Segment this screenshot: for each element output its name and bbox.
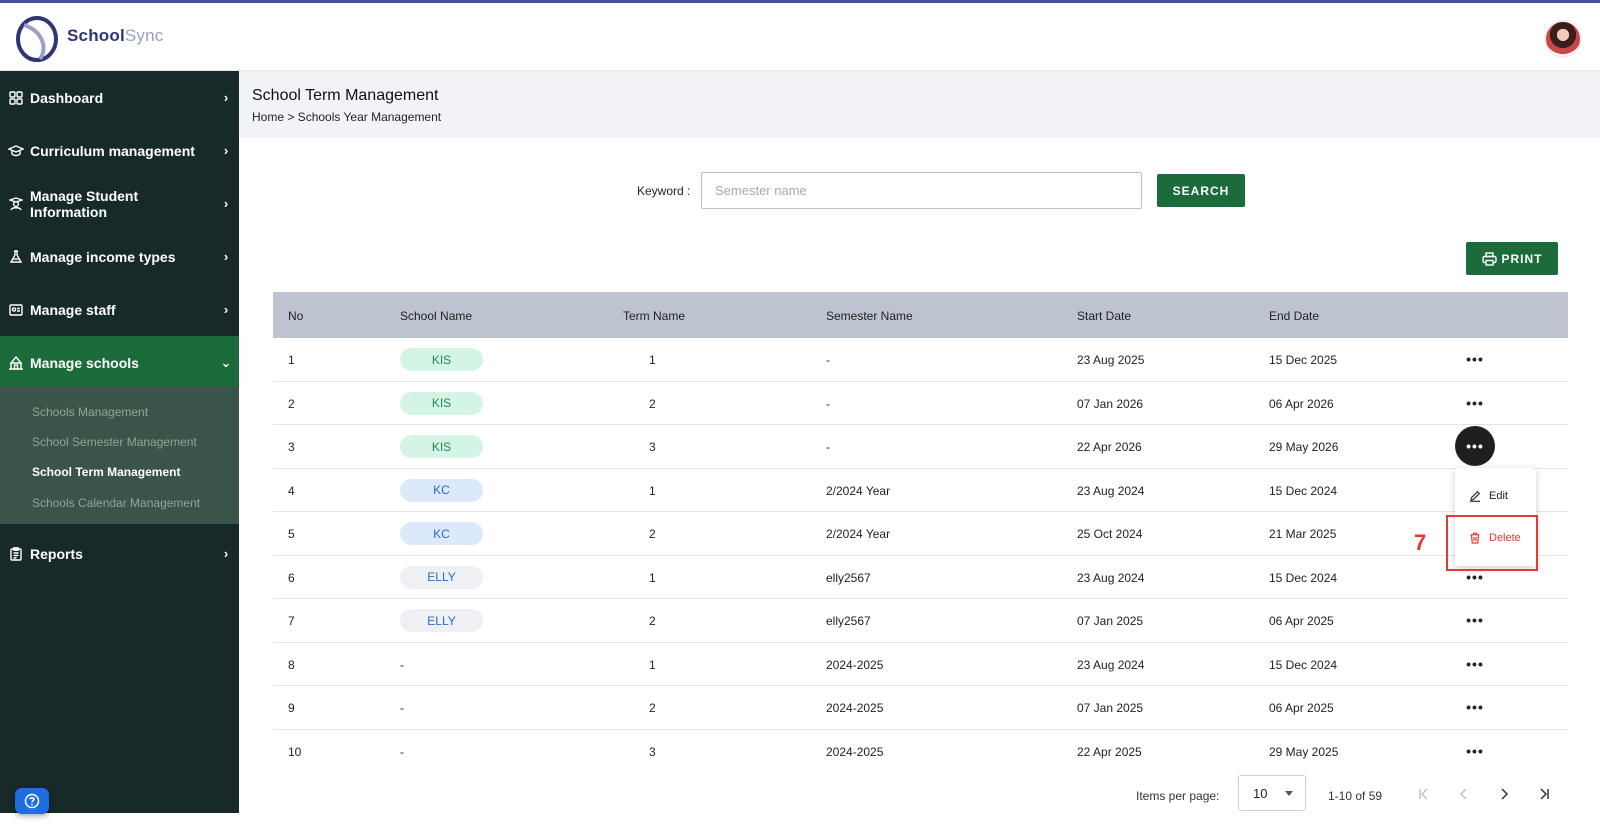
chevron-right-icon — [1501, 788, 1509, 800]
user-avatar[interactable] — [1544, 20, 1582, 58]
print-button[interactable]: PRINT — [1466, 242, 1558, 275]
student-icon — [0, 196, 30, 211]
semester-name-search-input[interactable] — [701, 172, 1142, 209]
sidebar: Dashboard › Curriculum management › Mana… — [0, 71, 239, 813]
column-header-no: No — [288, 309, 304, 323]
edit-menu-item[interactable]: Edit — [1455, 476, 1536, 516]
table-row: 6 ELLY 1 elly2567 23 Aug 2024 15 Dec 202… — [273, 556, 1568, 599]
sidebar-item-staff[interactable]: Manage staff › — [0, 283, 239, 336]
caret-down-icon — [1285, 791, 1293, 796]
school-badge: KIS — [400, 348, 483, 371]
term-table: No School Name Term Name Semester Name S… — [273, 292, 1568, 773]
id-card-icon — [0, 303, 30, 317]
sidebar-item-student-information[interactable]: Manage Student Information › — [0, 177, 239, 230]
table-row: 3 KIS 3 - 22 Apr 2026 29 May 2026 ••• — [273, 425, 1568, 469]
question-icon — [24, 793, 40, 809]
sidebar-item-curriculum[interactable]: Curriculum management › — [0, 124, 239, 177]
chevron-right-icon: › — [223, 249, 229, 264]
school-badge: KIS — [400, 435, 483, 458]
table-row: 9 - 2 2024-2025 07 Jan 2025 06 Apr 2025 … — [273, 686, 1568, 730]
column-header-semester-name: Semester Name — [826, 309, 913, 323]
chevron-left-icon — [1459, 788, 1467, 800]
chevron-right-icon: › — [223, 196, 229, 211]
table-row: 2 KIS 2 - 07 Jan 2026 06 Apr 2026 ••• — [273, 382, 1568, 425]
table-row: 4 KC 1 2/2024 Year 23 Aug 2024 15 Dec 20… — [273, 469, 1568, 512]
printer-icon — [1481, 251, 1497, 266]
table-row: 8 - 1 2024-2025 23 Aug 2024 15 Dec 2024 … — [273, 643, 1568, 686]
sidebar-item-manage-schools[interactable]: Manage schools ⌄ — [0, 336, 239, 389]
pagination-range: 1-10 of 59 — [1328, 789, 1383, 803]
school-badge: KC — [400, 522, 483, 545]
schoolsync-logo-icon — [16, 16, 58, 62]
first-page-icon — [1419, 788, 1428, 800]
column-header-end-date: End Date — [1269, 309, 1320, 323]
delete-menu-item[interactable]: Delete — [1455, 518, 1536, 558]
last-page-button[interactable] — [1534, 784, 1554, 804]
flask-icon — [0, 249, 30, 264]
search-button[interactable]: SEARCH — [1157, 174, 1245, 207]
row-actions-button[interactable]: ••• — [1466, 394, 1484, 411]
items-per-page-select[interactable]: 10 — [1238, 775, 1306, 811]
graduation-cap-icon — [0, 144, 30, 158]
brand-name: SchoolSync — [67, 26, 164, 45]
table-row: 5 KC 2 2/2024 Year 25 Oct 2024 21 Mar 20… — [273, 512, 1568, 556]
keyword-label: Keyword : — [637, 184, 691, 198]
school-badge: KIS — [400, 391, 483, 415]
table-row: 7 ELLY 2 elly2567 07 Jan 2025 06 Apr 202… — [273, 599, 1568, 643]
page-header: School Term Management Home > Schools Ye… — [239, 71, 1600, 138]
school-badge: KC — [400, 478, 483, 502]
row-actions-button[interactable]: ••• — [1466, 568, 1484, 585]
column-header-term-name: Term Name — [623, 309, 686, 323]
manage-schools-submenu: Schools Management School Semester Manag… — [0, 386, 239, 524]
table-header: No School Name Term Name Semester Name S… — [273, 292, 1568, 338]
trash-icon — [1470, 532, 1480, 544]
submenu-school-term-management[interactable]: School Term Management — [32, 465, 181, 479]
step-number-annotation: 7 — [1414, 530, 1427, 555]
table-row: 1 KIS 1 - 23 Aug 2025 15 Dec 2025 ••• — [273, 338, 1568, 382]
sidebar-item-income-types[interactable]: Manage income types › — [0, 230, 239, 283]
top-accent-bar — [0, 0, 1600, 3]
school-badge: ELLY — [400, 565, 483, 589]
chevron-right-icon: › — [223, 90, 229, 105]
school-badge: ELLY — [400, 609, 483, 632]
row-actions-button-active[interactable]: ••• — [1455, 426, 1495, 466]
clipboard-icon — [0, 546, 30, 561]
chevron-down-icon: ⌄ — [220, 354, 232, 370]
column-header-school-name: School Name — [400, 309, 473, 323]
submenu-school-semester-management[interactable]: School Semester Management — [32, 435, 197, 449]
row-actions-button[interactable]: ••• — [1466, 742, 1484, 759]
chevron-right-icon: › — [223, 143, 229, 158]
grid-icon — [0, 90, 30, 105]
pencil-icon — [1470, 490, 1481, 502]
submenu-schools-calendar-management[interactable]: Schools Calendar Management — [32, 496, 201, 510]
row-actions-button[interactable]: ••• — [1466, 351, 1484, 367]
chevron-right-icon: › — [223, 546, 229, 561]
chevron-right-icon: › — [223, 302, 229, 317]
page-title: School Term Management — [252, 87, 439, 104]
submenu-schools-management[interactable]: Schools Management — [32, 405, 149, 419]
row-actions-button[interactable]: ••• — [1466, 655, 1484, 672]
row-actions-menu: Edit Delete — [1455, 468, 1536, 566]
last-page-icon — [1540, 788, 1549, 800]
first-page-button[interactable] — [1414, 784, 1434, 804]
help-button[interactable] — [15, 788, 49, 814]
next-page-button[interactable] — [1494, 784, 1514, 804]
sidebar-item-reports[interactable]: Reports › — [0, 527, 239, 580]
app-header: SchoolSync — [0, 3, 1600, 71]
row-actions-button[interactable]: ••• — [1466, 699, 1484, 715]
row-actions-button[interactable]: ••• — [1466, 612, 1484, 628]
table-row: 10 - 3 2024-2025 22 Apr 2025 29 May 2025… — [273, 730, 1568, 774]
items-per-page-label: Items per page: — [1136, 789, 1220, 803]
delete-highlight-box — [1446, 515, 1538, 571]
column-header-start-date: Start Date — [1077, 309, 1132, 323]
school-icon — [0, 355, 30, 370]
sidebar-item-dashboard[interactable]: Dashboard › — [0, 71, 239, 124]
breadcrumb: Home > Schools Year Management — [252, 110, 442, 124]
previous-page-button[interactable] — [1454, 784, 1474, 804]
